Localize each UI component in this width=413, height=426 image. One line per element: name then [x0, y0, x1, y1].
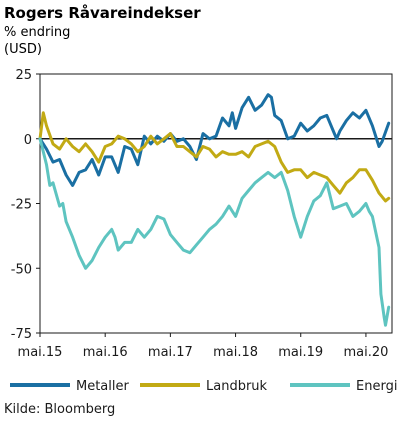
legend-label-metaller: Metaller — [76, 379, 129, 394]
series-line-metaller — [38, 93, 391, 187]
chart-unit: (USD) — [4, 42, 42, 57]
x-tick-label: mai.19 — [278, 345, 323, 360]
chart-title: Rogers Råvareindekser — [4, 4, 201, 22]
legend: Metaller Landbruk Energi — [10, 379, 397, 394]
y-tick-label: -50 — [11, 262, 32, 277]
y-tick-label: -25 — [11, 198, 32, 213]
x-tick-label: mai.15 — [18, 345, 63, 360]
series-lines — [38, 93, 391, 327]
plot-area — [39, 73, 393, 334]
series-line-energi — [38, 137, 391, 327]
x-tick-label: mai.16 — [83, 345, 128, 360]
y-tick-label: -75 — [11, 327, 32, 342]
legend-label-energi: Energi — [356, 379, 397, 394]
y-tick-label: 0 — [24, 133, 32, 148]
source-note: Kilde: Bloomberg — [4, 402, 115, 417]
y-tick-label: 25 — [15, 68, 32, 83]
x-tick-label: mai.20 — [343, 345, 388, 360]
x-tick-label: mai.18 — [213, 345, 258, 360]
y-axis-ticks: 25 0 -25 -50 -75 — [11, 68, 40, 342]
x-tick-label: mai.17 — [148, 345, 193, 360]
x-axis-ticks: mai.15 mai.16 mai.17 mai.18 mai.19 mai.20 — [18, 333, 388, 360]
chart-subtitle: % endring — [4, 25, 70, 40]
series-line-landbruk — [38, 111, 391, 203]
legend-label-landbruk: Landbruk — [206, 379, 268, 394]
plot-frame — [39, 73, 393, 334]
